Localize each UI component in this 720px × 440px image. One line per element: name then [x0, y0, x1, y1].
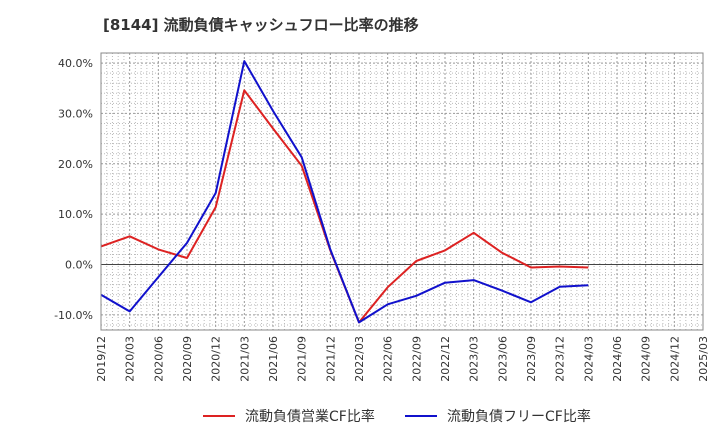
chart-title: [8144] 流動負債キャッシュフロー比率の推移 — [103, 16, 419, 34]
x-tick-label: 2020/09 — [181, 336, 194, 382]
legend-swatch-free-cf — [405, 415, 437, 417]
x-tick-label: 2023/06 — [496, 336, 509, 382]
x-tick-label: 2023/12 — [554, 336, 567, 382]
x-tick-label: 2020/12 — [210, 336, 223, 382]
x-tick-label: 2022/06 — [382, 336, 395, 382]
y-tick-label: -10.0% — [54, 309, 93, 322]
x-tick-label: 2024/09 — [640, 336, 653, 382]
x-tick-label: 2022/12 — [439, 336, 452, 382]
x-tick-label: 2024/06 — [611, 336, 624, 382]
x-tick-label: 2020/03 — [124, 336, 137, 382]
y-tick-label: 40.0% — [58, 57, 93, 70]
x-tick-label: 2024/03 — [582, 336, 595, 382]
plot-area: 40.0%30.0%20.0%10.0%0.0%-10.0% 2019/12 20… — [54, 52, 710, 382]
x-tick-label: 2021/06 — [267, 336, 280, 382]
x-tick-label: 2019/12 — [95, 336, 108, 382]
legend: 流動負債営業CF比率 流動負債フリーCF比率 — [0, 404, 720, 428]
x-tick-label: 2025/03 — [697, 336, 710, 382]
x-tick-label: 2023/09 — [525, 336, 538, 382]
y-axis-ticks: 40.0% 30.0% 20.0% 10.0% 0.0% -10.0% — [54, 57, 93, 322]
y-tick-label: 0.0% — [65, 259, 93, 272]
y-tick-label: 20.0% — [58, 158, 93, 171]
x-tick-label: 2023/03 — [468, 336, 481, 382]
x-tick-label: 2020/06 — [152, 336, 165, 382]
y-tick-label: 10.0% — [58, 208, 93, 221]
x-axis-ticks: 2019/12 2020/03 2020/06 2020/09 2020/12 2021/… — [95, 336, 710, 382]
legend-item-operating-cf: 流動負債営業CF比率 — [203, 404, 375, 428]
gridlines — [100, 52, 703, 330]
x-tick-label: 2021/12 — [324, 336, 337, 382]
legend-label-operating-cf: 流動負債営業CF比率 — [245, 409, 375, 425]
x-tick-label: 2021/03 — [238, 336, 251, 382]
x-tick-label: 2022/03 — [353, 336, 366, 382]
x-tick-label: 2021/09 — [296, 336, 309, 382]
y-tick-label: 30.0% — [58, 107, 93, 120]
plot-frame — [100, 52, 704, 331]
x-tick-label: 2022/09 — [410, 336, 423, 382]
legend-item-free-cf: 流動負債フリーCF比率 — [405, 404, 591, 428]
legend-swatch-operating-cf — [203, 415, 235, 417]
x-tick-label: 2024/12 — [668, 336, 681, 382]
series-line-1 — [100, 60, 589, 324]
series-lines — [100, 60, 589, 324]
legend-label-free-cf: 流動負債フリーCF比率 — [447, 409, 591, 425]
